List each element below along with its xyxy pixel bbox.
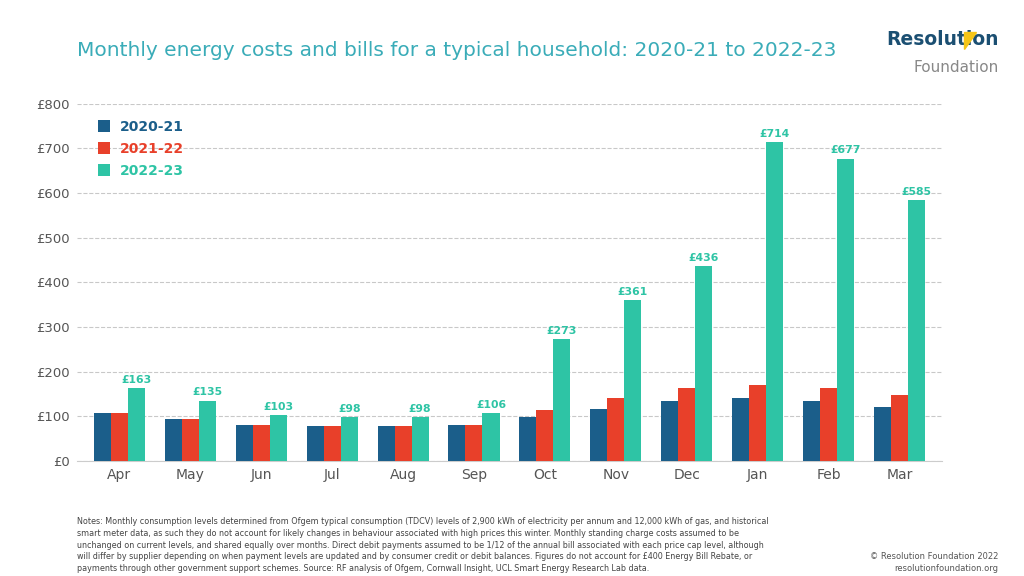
Bar [678,388,695,461]
Bar [695,266,713,461]
Bar [874,407,891,461]
Bar [394,426,412,461]
Text: £103: £103 [263,401,293,412]
Text: £714: £714 [760,129,790,139]
Bar [519,417,537,461]
Bar [341,417,357,461]
Bar [891,395,908,461]
Bar [590,410,607,461]
Text: £436: £436 [688,253,719,263]
Bar [820,388,837,461]
Bar [662,401,678,461]
Bar [128,388,144,461]
Text: Monthly energy costs and bills for a typical household: 2020-21 to 2022-23: Monthly energy costs and bills for a typ… [77,41,837,60]
Bar [908,200,925,461]
Text: © Resolution Foundation 2022
resolutionfoundation.org: © Resolution Foundation 2022 resolutionf… [870,552,998,573]
Text: £585: £585 [901,187,932,196]
Text: £361: £361 [617,286,648,297]
Bar [466,425,482,461]
Legend: 2020-21, 2021-22, 2022-23: 2020-21, 2021-22, 2022-23 [92,114,189,184]
Bar [837,158,854,461]
Bar [324,426,341,461]
Text: Notes: Monthly consumption levels determined from Ofgem typical consumption (TDC: Notes: Monthly consumption levels determ… [77,517,768,573]
Bar [449,425,466,461]
Bar [732,399,750,461]
Text: Foundation: Foundation [913,60,998,75]
Bar [182,419,199,461]
Text: £98: £98 [409,404,431,414]
Bar [607,399,625,461]
Bar [306,426,324,461]
Bar [803,401,820,461]
Text: Resolution: Resolution [886,30,998,49]
Bar [553,339,570,461]
Bar [236,425,253,461]
Bar [165,419,182,461]
Bar [94,412,111,461]
Bar [537,410,553,461]
Bar [269,415,287,461]
Text: £163: £163 [121,375,152,385]
Text: £135: £135 [193,388,222,397]
Bar [766,142,783,461]
Bar [111,412,128,461]
Bar [482,414,500,461]
Text: £273: £273 [547,326,578,336]
Bar [625,300,641,461]
Bar [199,400,216,461]
Bar [378,426,394,461]
Text: £106: £106 [476,400,506,410]
Bar [253,425,269,461]
Text: £98: £98 [338,404,360,414]
Bar [412,417,429,461]
Text: £677: £677 [830,146,861,156]
Bar [750,385,766,461]
